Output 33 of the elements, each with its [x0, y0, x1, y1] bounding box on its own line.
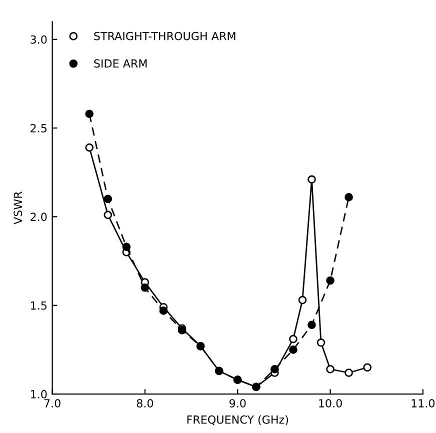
point: [363, 363, 372, 372]
x-tick-label: 7.0: [44, 399, 60, 408]
point: [326, 276, 334, 285]
point: [289, 334, 298, 344]
x-axis-title: FREQUENCY (GHz): [187, 415, 288, 426]
y-tick-label: 2.5: [30, 124, 46, 132]
point: [104, 194, 112, 204]
point: [122, 242, 131, 252]
point: [308, 175, 316, 184]
y-tick-label: 1.0: [31, 390, 47, 398]
point: [289, 346, 298, 354]
x-tick-label: 11.0: [412, 399, 435, 408]
y-axis-title: VSWR: [14, 191, 22, 224]
point: [308, 320, 316, 330]
point: [298, 296, 307, 304]
x-tick-label: 10.0: [319, 399, 342, 408]
legend-label: STRAIGHT-THROUGH ARM: [94, 32, 236, 40]
y-tick-label: 2.0: [30, 212, 47, 222]
point: [140, 283, 150, 292]
point: [326, 365, 334, 374]
point: [270, 365, 279, 374]
point: [344, 368, 353, 377]
legend-label: SIDE ARM: [94, 59, 147, 68]
y-tick-label: 3.0: [30, 35, 47, 44]
x-tick-label: 8.0: [136, 399, 154, 408]
point: [85, 143, 94, 152]
x-tick-label: 9.0: [229, 399, 246, 408]
point: [344, 193, 353, 202]
y-tick-label: 1.5: [31, 301, 46, 310]
point: [104, 210, 112, 220]
point: [159, 306, 168, 315]
point: [85, 110, 94, 118]
point: [316, 338, 326, 347]
